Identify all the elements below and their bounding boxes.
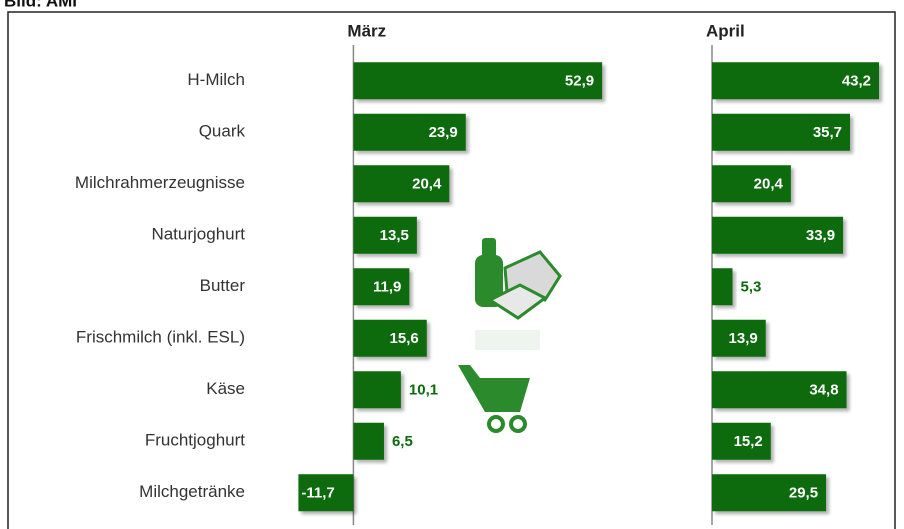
category-label: Frischmilch (inkl. ESL) — [76, 328, 245, 347]
bar — [353, 165, 450, 203]
bar — [353, 422, 384, 460]
bar — [712, 216, 844, 254]
value-label: 13,9 — [729, 330, 758, 347]
panel-title: April — [706, 21, 745, 40]
value-label: 33,9 — [806, 227, 835, 244]
value-label: 15,6 — [390, 330, 419, 347]
bar — [712, 422, 771, 460]
bar — [353, 62, 603, 100]
value-label: 20,4 — [412, 176, 442, 193]
bar — [712, 62, 880, 100]
bar — [712, 165, 791, 203]
value-label: 6,5 — [392, 433, 413, 450]
category-label: Käse — [206, 379, 245, 398]
value-label: 35,7 — [813, 124, 842, 141]
bar — [353, 216, 417, 254]
value-label: 10,1 — [409, 382, 438, 399]
category-label: Fruchtjoghurt — [145, 431, 245, 450]
category-label: Butter — [200, 276, 246, 295]
bar — [712, 113, 851, 151]
value-label: 20,4 — [754, 176, 784, 193]
value-label: 29,5 — [789, 485, 818, 502]
frame — [7, 11, 896, 529]
bar — [353, 113, 466, 151]
bar — [712, 268, 733, 306]
value-label: 15,2 — [734, 433, 763, 450]
value-label: 52,9 — [565, 73, 594, 90]
value-label: 13,5 — [380, 227, 409, 244]
dairy-icon — [458, 238, 562, 433]
category-label: Milchgetränke — [139, 482, 245, 501]
category-label: H-Milch — [187, 70, 245, 89]
value-label: 5,3 — [740, 279, 761, 296]
category-label: Quark — [199, 122, 246, 141]
value-label: 43,2 — [842, 73, 871, 90]
category-label: Milchrahmerzeugnisse — [75, 173, 245, 192]
value-label: 34,8 — [809, 382, 838, 399]
bar — [353, 268, 410, 306]
source: Bild: AMI — [4, 0, 77, 10]
bar — [298, 474, 354, 512]
bar — [353, 371, 401, 409]
panel-title: März — [347, 21, 386, 40]
bar — [712, 474, 827, 512]
value-label: -11,7 — [301, 485, 334, 502]
bar — [712, 319, 766, 357]
value-label: 11,9 — [373, 279, 401, 296]
category-label: Naturjoghurt — [151, 225, 245, 244]
bar — [712, 371, 847, 409]
bar — [353, 319, 427, 357]
value-label: 23,9 — [429, 124, 458, 141]
